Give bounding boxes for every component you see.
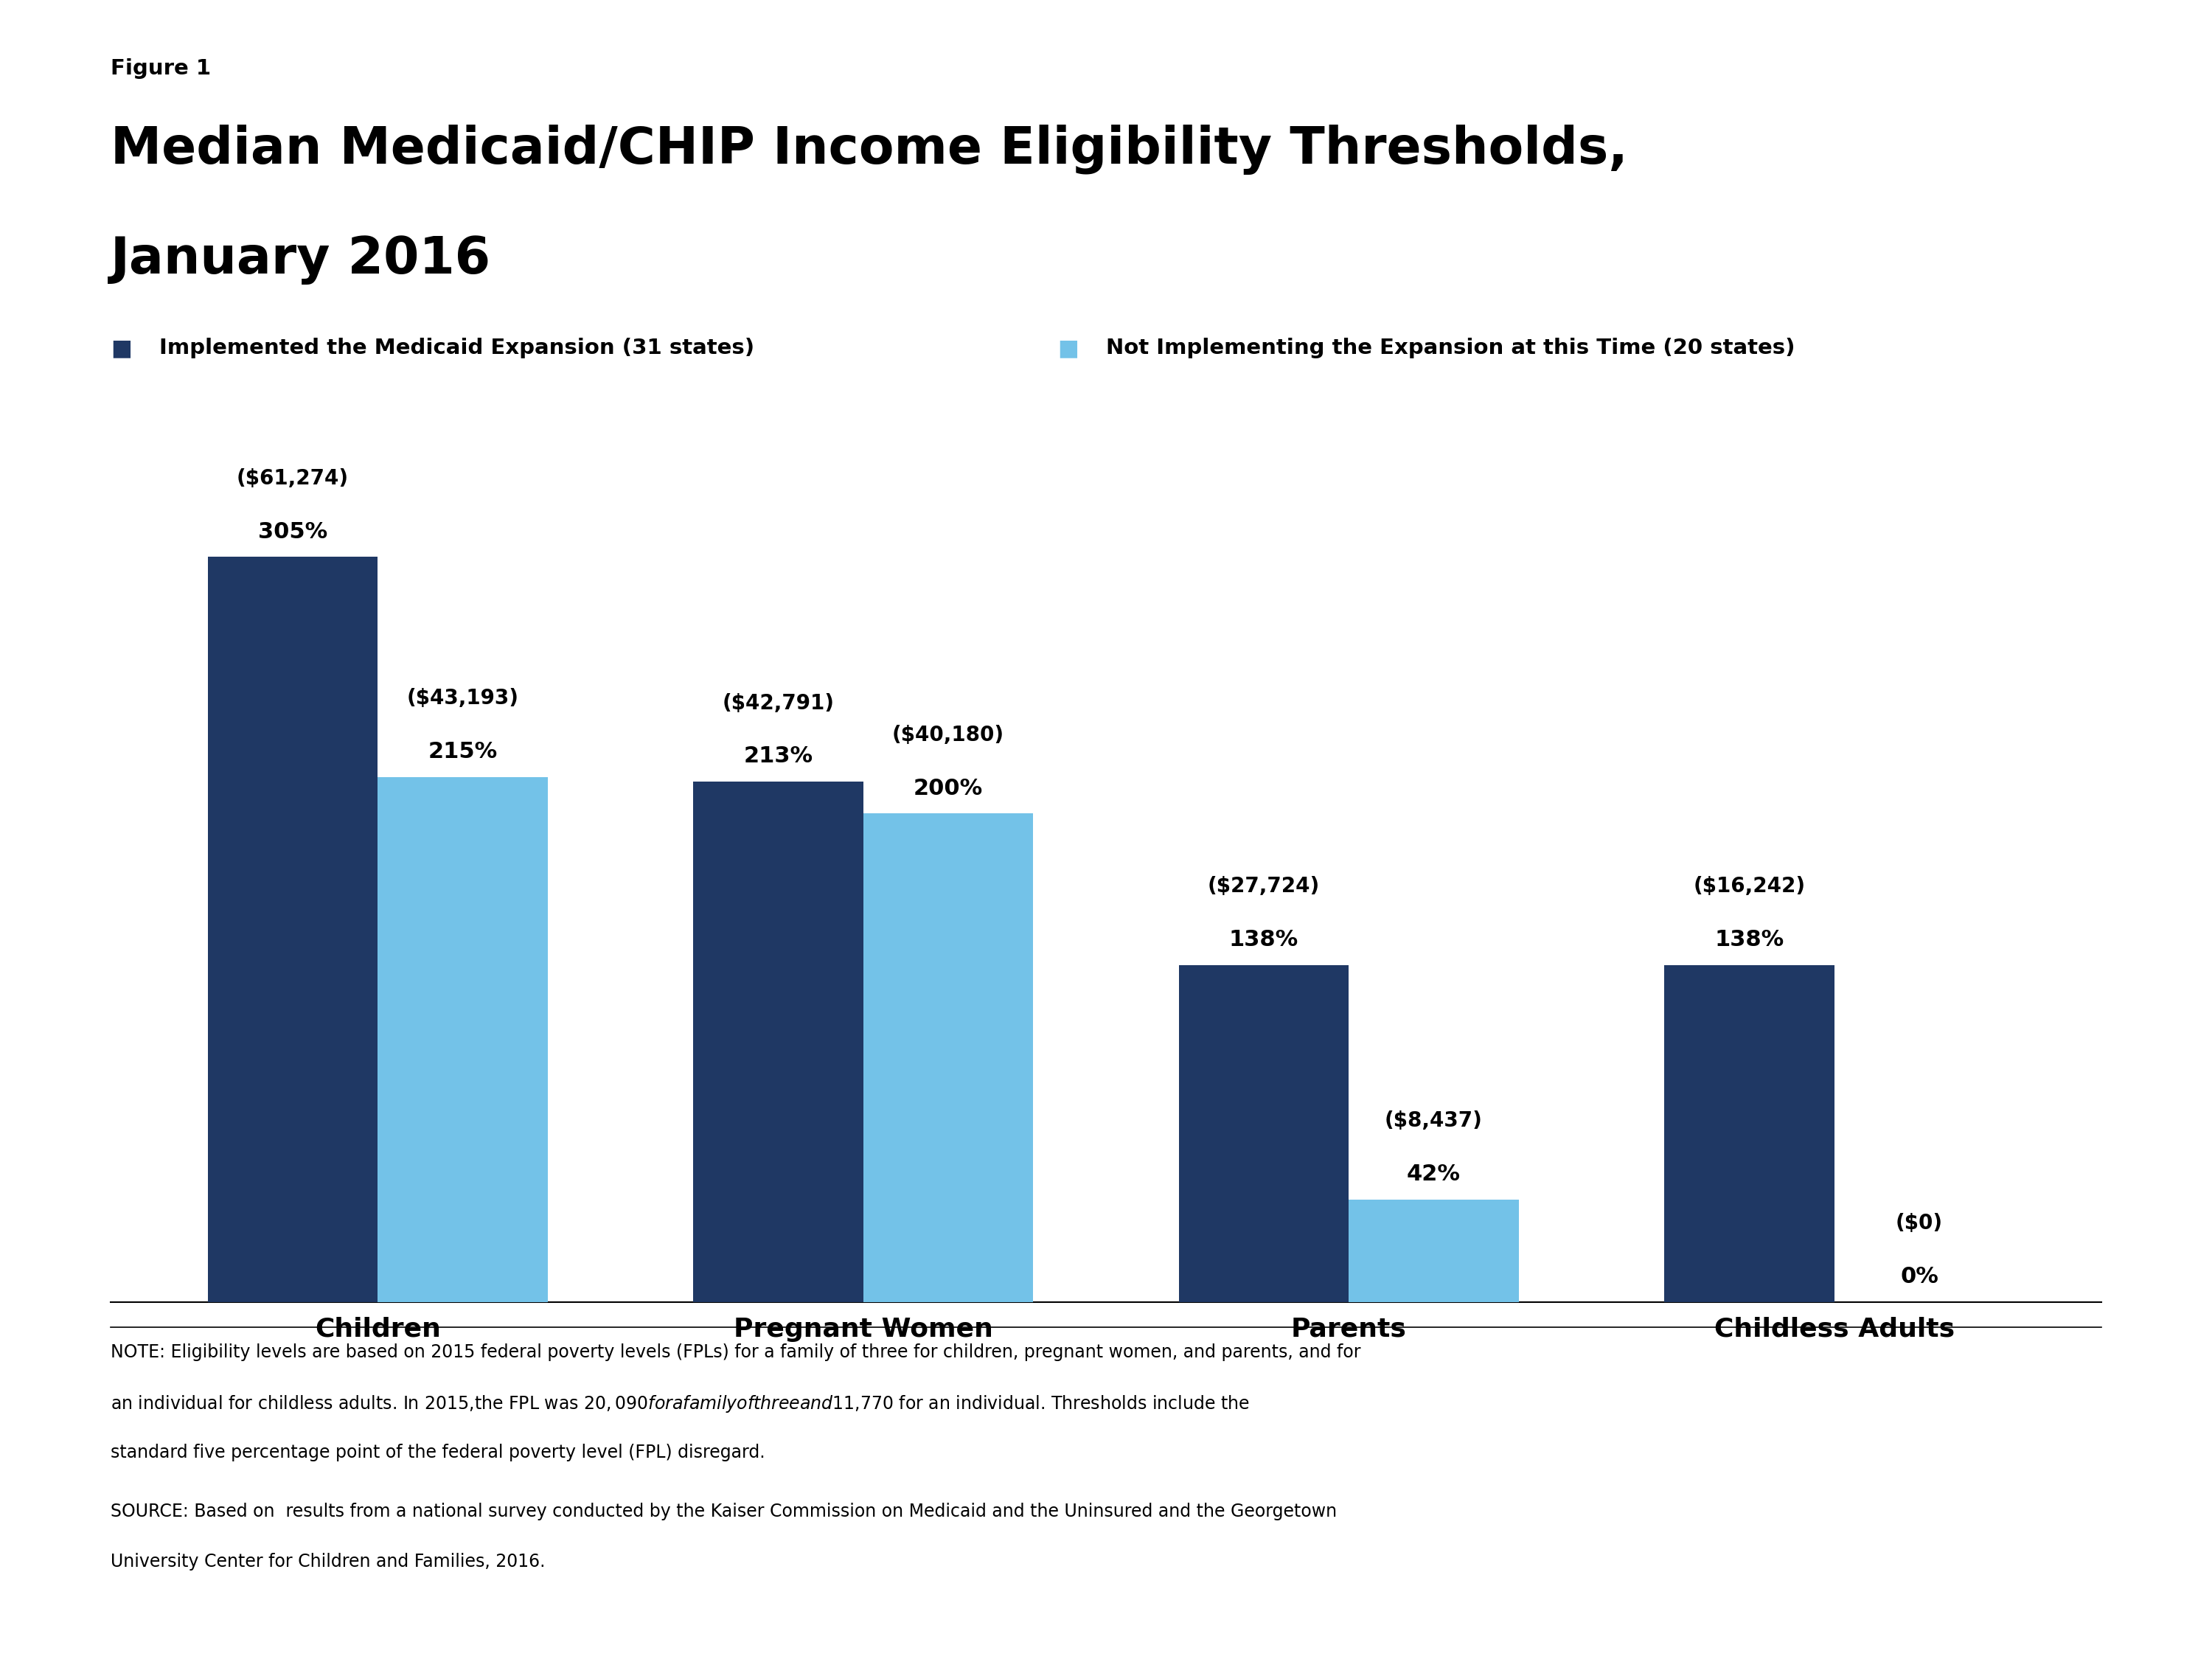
Text: ($61,274): ($61,274) (237, 468, 349, 488)
Text: FOUNDATION: FOUNDATION (2002, 1591, 2075, 1601)
Text: 215%: 215% (427, 742, 498, 761)
Text: THE HENRY J.: THE HENRY J. (2004, 1395, 2073, 1405)
Text: SOURCE: Based on  results from a national survey conducted by the Kaiser Commiss: SOURCE: Based on results from a national… (111, 1503, 1336, 1521)
Text: an individual for childless adults. In 2015,the FPL was $20,090 for a family of : an individual for childless adults. In 2… (111, 1394, 1250, 1413)
Text: University Center for Children and Families, 2016.: University Center for Children and Famil… (111, 1553, 544, 1571)
Text: Figure 1: Figure 1 (111, 58, 210, 78)
Bar (378, 776, 549, 1302)
Text: ($27,724): ($27,724) (1208, 876, 1321, 896)
Text: ■: ■ (111, 338, 133, 358)
Bar (1663, 966, 1834, 1302)
Text: ($0): ($0) (1896, 1213, 1942, 1234)
Text: Implemented the Medicaid Expansion (31 states): Implemented the Medicaid Expansion (31 s… (159, 338, 754, 358)
Bar (208, 557, 378, 1302)
Text: 138%: 138% (1230, 929, 1298, 951)
Bar (863, 813, 1033, 1302)
Text: NOTE: Eligibility levels are based on 2015 federal poverty levels (FPLs) for a f: NOTE: Eligibility levels are based on 20… (111, 1344, 1360, 1362)
Text: ($43,193): ($43,193) (407, 688, 518, 708)
Text: FAMILY: FAMILY (1995, 1521, 2081, 1543)
Text: standard five percentage point of the federal poverty level (FPL) disregard.: standard five percentage point of the fe… (111, 1443, 765, 1462)
Text: January 2016: January 2016 (111, 236, 491, 285)
Text: ($16,242): ($16,242) (1692, 876, 1805, 896)
Text: 0%: 0% (1900, 1266, 1938, 1287)
Text: 42%: 42% (1407, 1163, 1460, 1185)
Bar (692, 781, 863, 1302)
Text: 138%: 138% (1714, 929, 1785, 951)
Text: Median Medicaid/CHIP Income Eligibility Thresholds,: Median Medicaid/CHIP Income Eligibility … (111, 124, 1628, 174)
Text: 200%: 200% (914, 778, 982, 800)
Text: KAISER: KAISER (1993, 1453, 2084, 1475)
Bar (1179, 966, 1349, 1302)
Text: ■: ■ (1057, 338, 1079, 358)
Text: ($8,437): ($8,437) (1385, 1110, 1482, 1131)
Text: ($40,180): ($40,180) (891, 725, 1004, 745)
Bar (1349, 1199, 1520, 1302)
Text: 305%: 305% (259, 521, 327, 542)
Text: ($42,791): ($42,791) (721, 693, 834, 713)
Text: Not Implementing the Expansion at this Time (20 states): Not Implementing the Expansion at this T… (1106, 338, 1796, 358)
Text: 213%: 213% (743, 747, 814, 766)
